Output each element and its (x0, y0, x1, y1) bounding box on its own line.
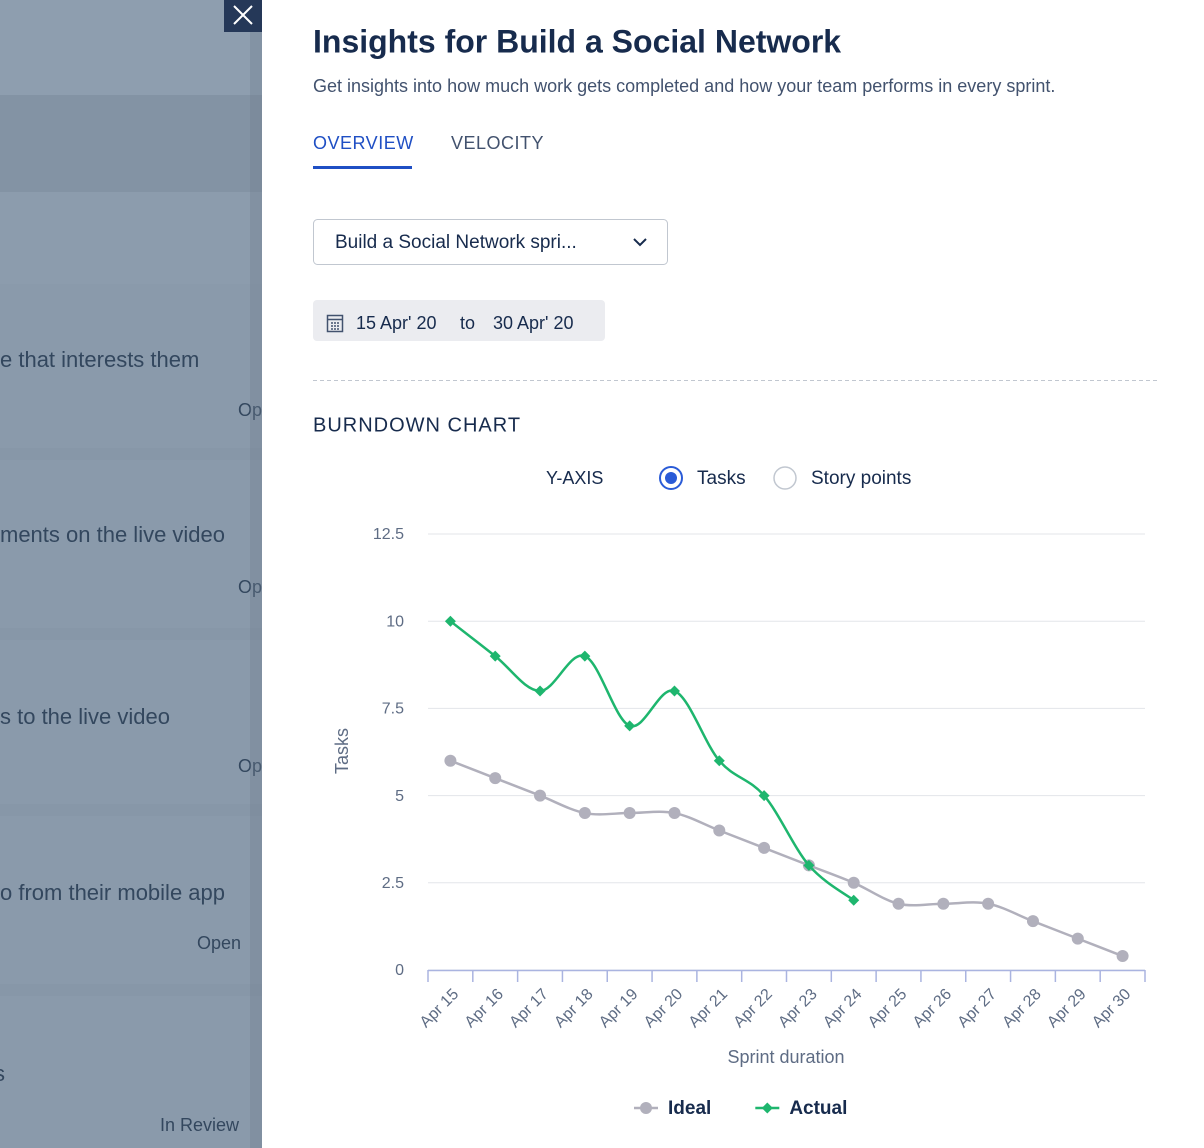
circle-marker (937, 897, 950, 910)
date-range: 15 Apr' 20 to 30 Apr' 20 (313, 300, 605, 341)
diamond-marker (489, 650, 501, 662)
diamond-marker (713, 755, 725, 767)
y-tick-label: 10 (386, 613, 404, 630)
circle-marker (489, 772, 502, 785)
panel-title: Insights for Build a Social Network (313, 23, 841, 59)
circle-marker (623, 807, 636, 820)
circle-marker (758, 841, 771, 854)
circle-marker (982, 897, 995, 910)
series-line (449, 620, 855, 902)
circle-marker (668, 807, 681, 820)
card-text: s (0, 1061, 5, 1086)
card (0, 284, 262, 448)
card (0, 996, 262, 1148)
diamond-marker (758, 790, 770, 802)
card-text: s to the live video (0, 704, 170, 729)
diamond-marker (761, 1102, 773, 1114)
card-text: ments on the live video (0, 522, 225, 547)
circle-marker (444, 754, 457, 767)
y-tick-label: 2.5 (382, 875, 404, 892)
date-separator: to (460, 313, 475, 333)
y-tick-label: 7.5 (382, 701, 404, 718)
diamond-marker (848, 894, 860, 906)
date-start: 15 Apr' 20 (356, 313, 437, 333)
sprint-select[interactable]: Build a Social Network spri... (313, 219, 668, 265)
radio-label[interactable]: Tasks (697, 468, 746, 489)
circle-marker (713, 824, 726, 837)
y-tick-label: 5 (395, 788, 404, 805)
y-axis-title: Tasks (332, 728, 352, 774)
circle-marker (640, 1102, 652, 1114)
tab-underline (313, 166, 412, 169)
radio-dot[interactable] (665, 472, 677, 484)
circle-marker (892, 897, 905, 910)
diamond-marker (579, 650, 591, 662)
card-status: Op (238, 577, 262, 597)
shadow (250, 0, 262, 1148)
close-icon[interactable] (233, 5, 253, 25)
legend-label: Actual (789, 1098, 847, 1119)
calendar-icon (326, 314, 344, 333)
diamond-marker (803, 859, 815, 871)
card-status: Op (238, 756, 262, 776)
legend-item: Ideal (634, 1098, 711, 1119)
card-status: In Review (160, 1115, 240, 1135)
select-box[interactable] (313, 219, 668, 265)
card (0, 640, 262, 804)
close-button[interactable] (224, 0, 262, 32)
toggle-label: Y-AXIS (546, 468, 603, 488)
circle-marker (1071, 932, 1084, 945)
card-status: Open (197, 933, 241, 953)
circle-marker (578, 807, 591, 820)
y-axis-toggle: Y-AXIS Tasks Story points (546, 466, 911, 490)
radio-label[interactable]: Story points (811, 468, 911, 489)
overlay-band (0, 0, 262, 95)
legend-label: Ideal (668, 1098, 711, 1119)
y-tick-label: 0 (395, 962, 404, 979)
diamond-marker (534, 685, 546, 697)
date-end: 30 Apr' 20 (493, 313, 574, 333)
panel (262, 0, 1204, 1148)
tab-active[interactable]: OVERVIEW (313, 133, 414, 153)
legend-item: Actual (755, 1098, 847, 1119)
series-line (449, 759, 1124, 958)
tab[interactable]: VELOCITY (451, 133, 544, 153)
diamond-marker (624, 720, 636, 732)
card-status: Op (238, 400, 262, 420)
circle-marker (1116, 950, 1129, 963)
x-axis-title: Sprint duration (727, 1047, 844, 1067)
circle-marker (534, 789, 547, 802)
card (0, 460, 262, 628)
panel-subtitle: Get insights into how much work gets com… (313, 76, 1055, 96)
select-value[interactable]: Build a Social Network spri... (335, 232, 577, 253)
section-title: BURNDOWN CHART (313, 414, 521, 436)
card-text: e that interests them (0, 347, 199, 372)
circle-marker (1026, 915, 1039, 928)
circle-marker (847, 876, 860, 889)
radio[interactable] (773, 466, 797, 490)
chevron[interactable] (633, 238, 647, 247)
card (0, 816, 262, 984)
card-text: o from their mobile app (0, 880, 225, 905)
date-chip (313, 300, 605, 341)
y-tick-label: 12.5 (373, 526, 404, 543)
diamond-marker (668, 685, 680, 697)
overlay-band (0, 95, 262, 192)
diamond-marker (444, 615, 456, 627)
background: e that interests them Op ments on the li… (0, 0, 262, 1148)
calendar-icon-grid (328, 318, 342, 330)
card (0, 192, 262, 284)
